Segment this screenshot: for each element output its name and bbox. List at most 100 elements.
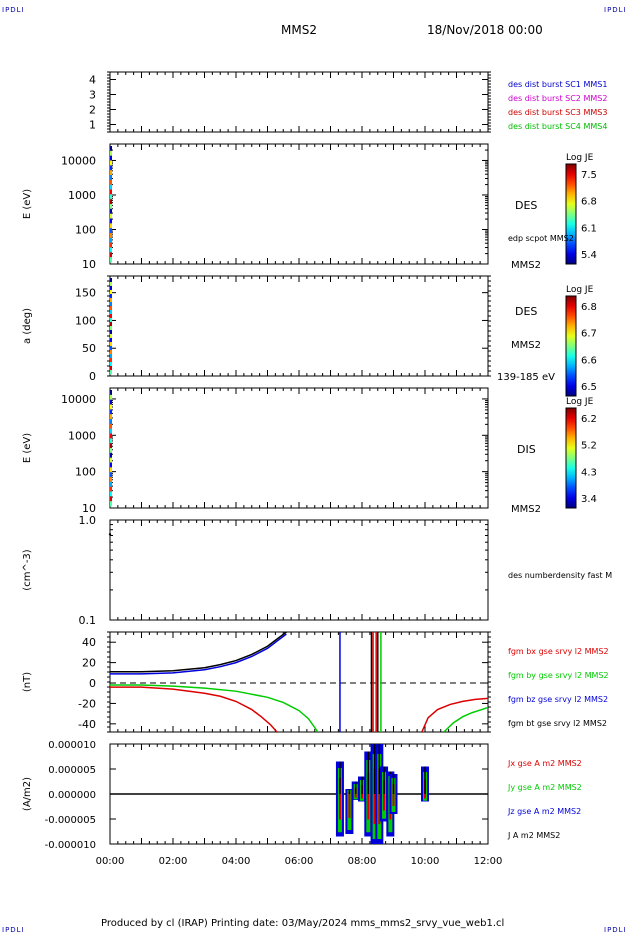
panel-side-label: 139-185 eV [497, 372, 555, 383]
legend-entry: des dist burst SC4 MMS4 [508, 122, 607, 131]
y-tick-label: 0.000010 [48, 740, 96, 751]
colorbar-tick-label: 5.4 [581, 250, 597, 261]
current-burst-jx [348, 791, 351, 818]
y-tick-label: 1 [89, 119, 96, 132]
legend-entry: des dist burst SC1 MMS1 [508, 80, 607, 89]
y-tick-label: 2 [89, 104, 96, 117]
spectrogram-cell [110, 326, 112, 331]
spectrogram-cell [110, 496, 112, 502]
spectrogram-cell [110, 438, 112, 444]
x-tick-label: 10:00 [411, 856, 440, 867]
spectrogram-cell [110, 170, 112, 176]
corner-label-bottom-right: IPDLI [604, 926, 627, 934]
x-tick-label: 12:00 [474, 856, 503, 867]
x-tick-label: 00:00 [96, 856, 125, 867]
spectrogram-cell [110, 184, 112, 190]
spectrogram-cell [110, 342, 112, 347]
spectrogram-cell [110, 350, 112, 355]
spectrogram-cell [110, 194, 112, 200]
corner-label-bottom-left: IPDLI [2, 926, 25, 934]
corner-label-top-left: IPDLI [2, 6, 25, 14]
spectrogram-cell [110, 390, 112, 396]
colorbar-tick-label: 6.5 [581, 382, 597, 393]
spectrogram-cell [110, 404, 112, 410]
spectrogram-cell [110, 247, 112, 253]
x-tick-label: 04:00 [222, 856, 251, 867]
legend-entry: des dist burst SC3 MMS3 [508, 108, 607, 117]
panel-frame [109, 71, 489, 133]
y-tick-label: 10 [82, 502, 96, 515]
spectrogram-cell [110, 310, 112, 315]
spectrogram-cell [110, 286, 112, 291]
colorbar-tick-label: 6.1 [581, 223, 597, 234]
y-tick-label: 0 [89, 370, 96, 383]
spectrogram-cell [110, 362, 112, 367]
spectrogram-cell [110, 366, 112, 371]
spectrogram-cell [110, 334, 112, 339]
colorbar-title: Log JE [566, 153, 594, 163]
colorbar-tick-label: 4.3 [581, 467, 597, 478]
spectrogram-cell [110, 208, 112, 215]
spectrogram-cell [110, 428, 112, 434]
spectrogram-cell [110, 491, 112, 497]
y-axis-label: (A/m2) [22, 777, 33, 811]
y-tick-label: 1000 [68, 429, 96, 442]
current-burst-jx [383, 780, 386, 811]
colorbar-title: Log JE [566, 285, 594, 295]
y-axis-label: (nT) [22, 672, 33, 692]
y-tick-label: 10 [82, 258, 96, 271]
legend-entry: fgm by gse srvy l2 MMS2 [508, 671, 609, 680]
series-line [110, 633, 287, 675]
x-tick-label: 02:00 [159, 856, 188, 867]
spectrogram-cell [110, 298, 112, 303]
panel-side-label: MMS2 [511, 340, 541, 351]
series-line [110, 632, 287, 673]
colorbar-tick-label: 6.6 [581, 355, 597, 366]
y-tick-label: 10000 [61, 393, 96, 406]
series-line [443, 706, 488, 732]
spectrogram-cell [110, 179, 112, 186]
spectrogram-cell [110, 155, 112, 161]
spectrogram-cell [110, 354, 112, 359]
legend-entry: J A m2 MMS2 [507, 831, 560, 840]
spectrogram-cell [110, 481, 112, 488]
spectrogram-cell [110, 146, 112, 152]
spectrogram-cell [110, 237, 112, 244]
y-axis-label: E (eV) [22, 433, 33, 463]
colorbar-title: Log JE [566, 397, 594, 407]
spectrogram-cell [110, 314, 112, 319]
spectrogram-cell [110, 452, 112, 459]
y-tick-label: 150 [75, 287, 96, 300]
y-tick-label: 4 [89, 74, 96, 87]
y-tick-label: 0.000005 [48, 765, 96, 776]
spectrogram-cell [110, 306, 112, 311]
spectrogram-cell [110, 486, 112, 492]
y-axis-label: (cm^-3) [22, 549, 33, 590]
y-tick-label: 40 [82, 636, 96, 649]
colorbar-tick-label: 6.2 [581, 414, 597, 425]
series-line [421, 697, 488, 732]
legend-entry: fgm bt gse srvy l2 MMS2 [508, 719, 607, 728]
spectrogram-cell [110, 358, 112, 363]
colorbar [565, 407, 577, 509]
legend-entry: fgm bz gse srvy l2 MMS2 [508, 695, 608, 704]
spectrogram-cell [110, 346, 112, 351]
y-tick-label: 1000 [68, 189, 96, 202]
spectrogram-cell [110, 322, 112, 327]
spectrogram-cell [110, 252, 112, 258]
spectrogram-cell [110, 423, 112, 430]
y-tick-label: 0.1 [79, 614, 97, 627]
spectrogram-cell [110, 433, 112, 439]
legend-entry: Jz gse A m2 MMS2 [507, 807, 581, 816]
panel-side-label: MMS2 [511, 504, 541, 515]
y-tick-label: 50 [82, 342, 96, 355]
panel-side-label: MMS2 [511, 260, 541, 271]
current-burst-jx [378, 769, 381, 824]
spectrogram-cell [110, 330, 112, 335]
spectrogram-cell [110, 448, 112, 454]
y-tick-label: -0.000010 [45, 840, 96, 851]
spectrogram-cell [110, 223, 112, 229]
spectrogram-cell [110, 218, 112, 224]
series-line [110, 686, 278, 732]
spectrogram-cell [110, 399, 112, 405]
